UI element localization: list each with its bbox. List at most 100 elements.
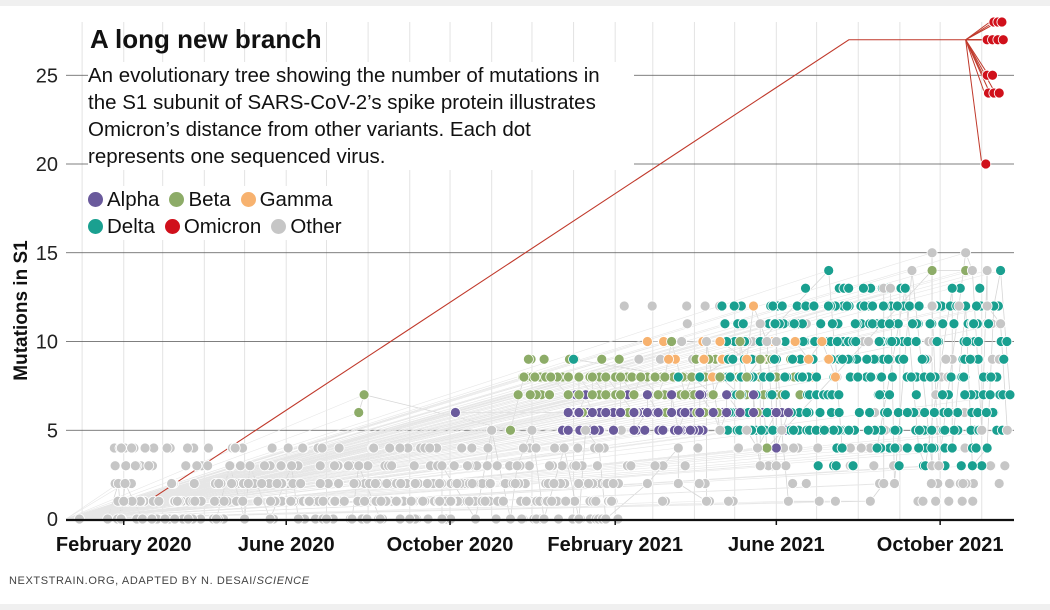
point-other [463, 495, 475, 507]
tree-branch [65, 483, 126, 520]
point-other [408, 460, 420, 472]
point-gamma [748, 300, 759, 312]
point-alpha [694, 389, 706, 401]
point-delta [995, 265, 1006, 276]
point-gamma [698, 353, 710, 365]
point-other [209, 495, 221, 507]
point-delta [910, 336, 922, 347]
point-other [649, 460, 661, 472]
point-delta [779, 389, 791, 401]
point-alpha [721, 407, 733, 418]
tree-branch [65, 465, 777, 520]
point-other [139, 442, 151, 454]
point-other [917, 495, 929, 507]
point-other [855, 442, 867, 454]
point-beta [761, 442, 773, 454]
point-beta [613, 353, 625, 365]
point-delta [727, 353, 739, 365]
point-other [590, 495, 602, 507]
point-beta [659, 371, 671, 383]
tree-branch [65, 358, 809, 520]
point-delta [946, 442, 958, 454]
point-delta [1004, 389, 1016, 401]
point-delta [884, 318, 895, 330]
point-other [642, 478, 653, 489]
point-other [275, 460, 287, 472]
point-other [448, 460, 460, 472]
point-delta [882, 407, 893, 418]
point-other [405, 495, 417, 507]
point-delta [882, 353, 894, 365]
point-other [754, 318, 766, 330]
point-delta [852, 371, 864, 383]
point-beta [353, 407, 365, 418]
point-other [570, 460, 582, 472]
point-other [118, 495, 130, 507]
point-other [830, 495, 841, 507]
point-other [252, 495, 264, 507]
point-delta [812, 460, 824, 472]
point-delta [823, 265, 835, 276]
point-beta [649, 371, 661, 383]
point-other [297, 442, 309, 454]
point-alpha [573, 407, 585, 418]
point-delta [847, 460, 859, 472]
point-delta [764, 371, 776, 383]
point-other [889, 478, 900, 489]
point-other [930, 495, 942, 507]
point-other [115, 442, 127, 454]
point-omicron [987, 69, 998, 81]
point-other [295, 478, 307, 489]
point-beta [524, 389, 536, 401]
point-other [343, 460, 354, 472]
point-other [681, 300, 693, 312]
point-delta [874, 389, 886, 401]
point-delta [952, 407, 964, 418]
point-delta [694, 371, 706, 383]
point-other [940, 353, 952, 365]
y-tick-label: 0 [47, 509, 58, 531]
point-other [126, 442, 137, 454]
point-other [592, 460, 603, 472]
point-other [812, 442, 824, 454]
point-delta [861, 353, 873, 365]
point-other [776, 424, 788, 436]
point-beta [358, 389, 370, 401]
point-alpha [608, 424, 619, 436]
point-delta [818, 424, 830, 436]
point-alpha [615, 407, 626, 418]
point-delta [901, 407, 913, 418]
point-gamma [642, 336, 653, 347]
point-beta [754, 353, 766, 365]
legend-item-omicron: Omicron [164, 213, 261, 240]
point-delta [886, 371, 898, 383]
point-other [741, 424, 753, 436]
point-other [333, 478, 344, 489]
point-other [394, 442, 406, 454]
point-delta [779, 371, 791, 383]
point-other [868, 460, 880, 472]
point-delta [787, 353, 798, 365]
point-other [182, 442, 193, 454]
tree-branch [938, 305, 960, 466]
point-delta [886, 336, 898, 347]
point-other [926, 300, 938, 312]
point-other [314, 460, 326, 472]
point-other [180, 460, 192, 472]
point-other [285, 495, 297, 507]
point-other [189, 495, 201, 507]
tree-branch [65, 465, 359, 520]
point-delta [983, 318, 994, 330]
point-other [646, 300, 658, 312]
point-alpha [666, 407, 677, 418]
legend-item-gamma: Gamma [240, 186, 333, 213]
point-other [129, 460, 141, 472]
point-other [202, 460, 214, 472]
point-gamma [741, 353, 753, 365]
point-delta [814, 407, 826, 418]
tree-branch [753, 394, 758, 449]
point-alpha [684, 424, 696, 436]
point-other [572, 442, 584, 454]
point-other [348, 478, 360, 489]
point-other [171, 495, 183, 507]
